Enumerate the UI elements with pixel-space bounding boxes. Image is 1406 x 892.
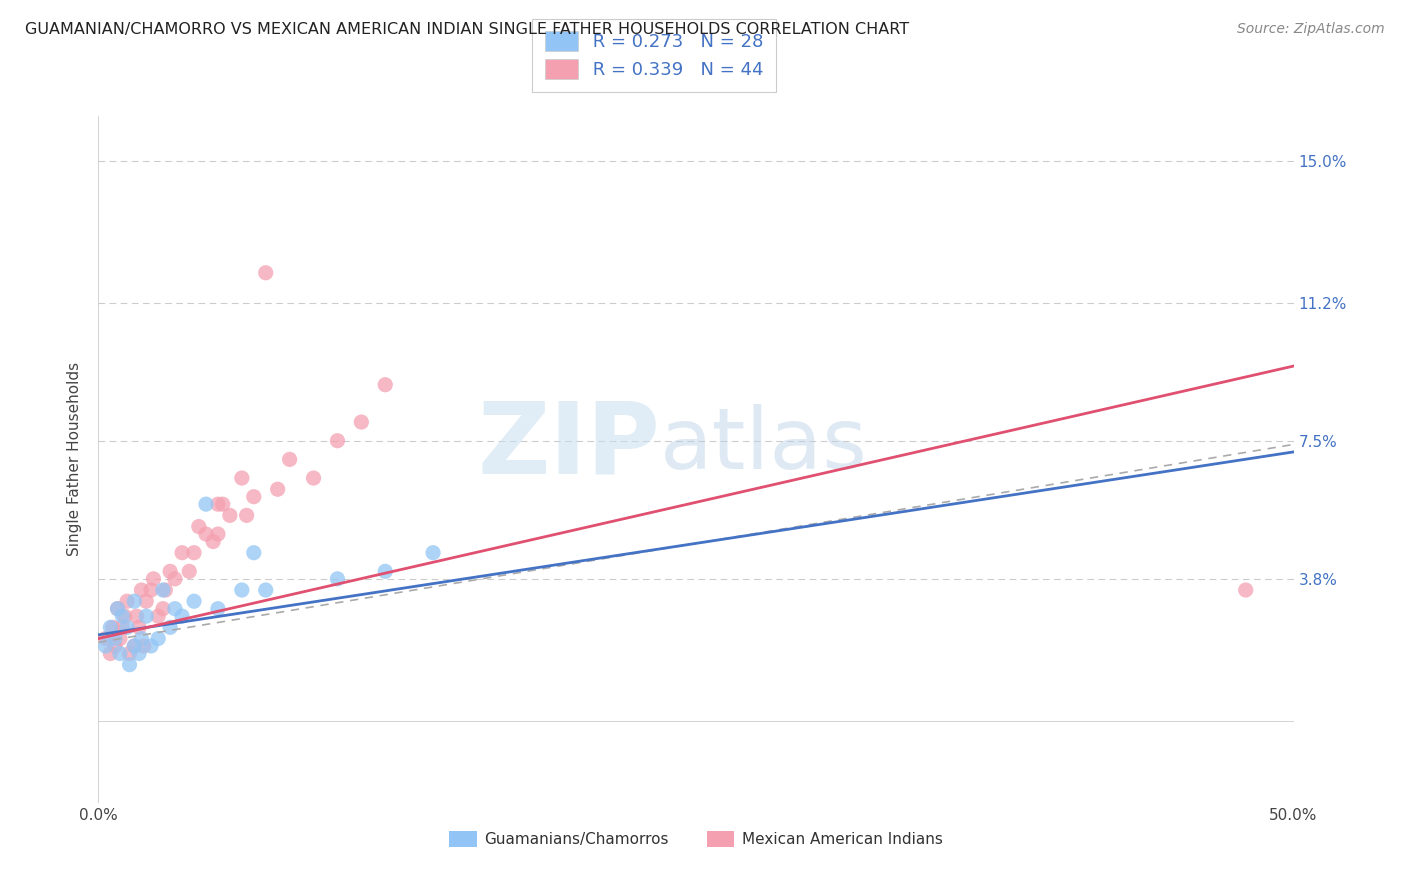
Point <box>148 609 170 624</box>
Point <box>183 594 205 608</box>
Point <box>111 609 134 624</box>
Point <box>159 565 181 579</box>
Point <box>326 434 349 448</box>
Point <box>254 266 277 280</box>
Point <box>128 620 150 634</box>
Point <box>114 609 136 624</box>
Point <box>211 497 233 511</box>
Point <box>148 632 170 646</box>
Text: Source: ZipAtlas.com: Source: ZipAtlas.com <box>1237 22 1385 37</box>
Point <box>163 572 186 586</box>
Point <box>104 639 127 653</box>
Point <box>278 452 301 467</box>
Point <box>108 647 131 661</box>
Point <box>1234 582 1257 597</box>
Point <box>207 601 229 615</box>
Point <box>135 609 157 624</box>
Point <box>124 639 146 653</box>
Point <box>118 657 141 672</box>
Point <box>179 565 201 579</box>
Text: ZIP: ZIP <box>477 397 661 494</box>
Point <box>98 647 122 661</box>
Point <box>107 601 129 615</box>
Point <box>131 632 153 646</box>
Point <box>172 546 194 560</box>
Point <box>125 609 148 624</box>
Point <box>104 632 127 646</box>
Point <box>422 546 444 560</box>
Point <box>326 572 349 586</box>
Point <box>152 582 174 597</box>
Point <box>172 609 194 624</box>
Point <box>128 647 150 661</box>
Point <box>152 601 174 615</box>
Point <box>98 620 122 634</box>
Point <box>94 632 117 646</box>
Legend: Guamanians/Chamorros, Mexican American Indians: Guamanians/Chamorros, Mexican American I… <box>443 825 949 854</box>
Point <box>115 620 138 634</box>
Point <box>374 565 396 579</box>
Point <box>132 639 155 653</box>
Point <box>131 582 153 597</box>
Point <box>115 594 138 608</box>
Point <box>124 639 146 653</box>
Point <box>235 508 257 523</box>
Point <box>159 620 181 634</box>
Point <box>139 582 162 597</box>
Point <box>111 620 134 634</box>
Point <box>202 534 225 549</box>
Point <box>267 482 290 496</box>
Point <box>108 632 131 646</box>
Point <box>187 519 209 533</box>
Point <box>94 639 117 653</box>
Point <box>195 497 218 511</box>
Point <box>118 647 141 661</box>
Y-axis label: Single Father Households: Single Father Households <box>67 362 83 557</box>
Point <box>101 620 124 634</box>
Point <box>254 582 277 597</box>
Point <box>350 415 373 429</box>
Point <box>155 582 177 597</box>
Point <box>135 594 157 608</box>
Point <box>107 601 129 615</box>
Point <box>302 471 325 485</box>
Point <box>195 527 218 541</box>
Text: atlas: atlas <box>661 404 868 487</box>
Point <box>243 546 266 560</box>
Point <box>231 582 253 597</box>
Point <box>183 546 205 560</box>
Point <box>219 508 242 523</box>
Point <box>142 572 165 586</box>
Text: GUAMANIAN/CHAMORRO VS MEXICAN AMERICAN INDIAN SINGLE FATHER HOUSEHOLDS CORRELATI: GUAMANIAN/CHAMORRO VS MEXICAN AMERICAN I… <box>25 22 910 37</box>
Point <box>231 471 253 485</box>
Point <box>207 527 229 541</box>
Point <box>374 377 396 392</box>
Point <box>163 601 186 615</box>
Point <box>124 594 146 608</box>
Point <box>207 497 229 511</box>
Point <box>139 639 162 653</box>
Point <box>243 490 266 504</box>
